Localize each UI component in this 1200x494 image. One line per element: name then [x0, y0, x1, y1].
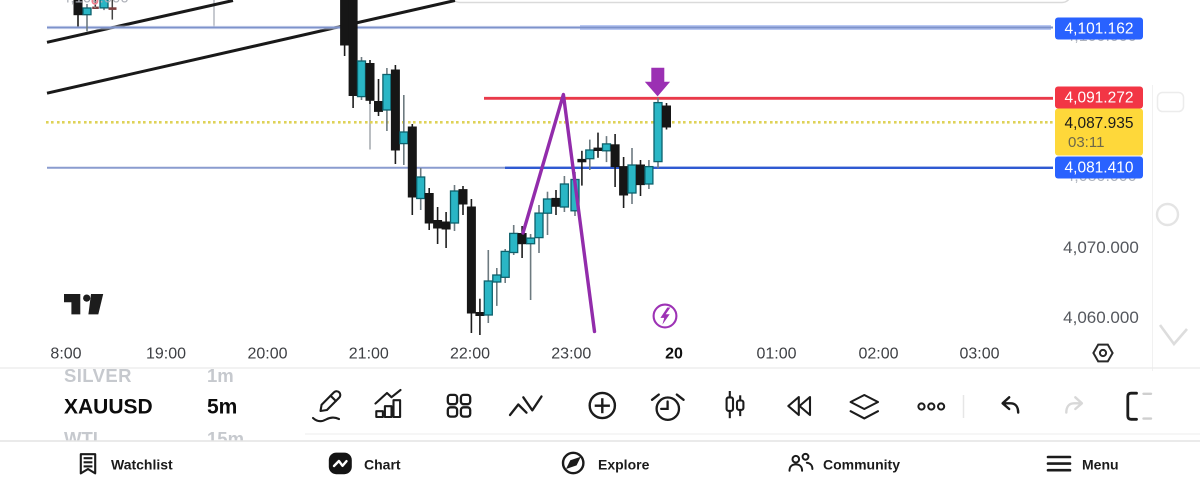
svg-text:4,087.935: 4,087.935 [1065, 115, 1134, 132]
svg-text:20: 20 [665, 346, 683, 363]
svg-text:20:00: 20:00 [247, 346, 287, 363]
svg-text:Chart: Chart [364, 457, 401, 473]
svg-text:XAUUSD: XAUUSD [64, 396, 153, 419]
svg-text:Community: Community [823, 457, 900, 473]
svg-text:Menu: Menu [1082, 457, 1119, 473]
svg-text:4,101.162: 4,101.162 [1065, 21, 1134, 38]
svg-text:SILVER: SILVER [64, 365, 132, 386]
svg-text:23:00: 23:00 [551, 346, 591, 363]
svg-text:22:00: 22:00 [450, 346, 490, 363]
svg-text:03:00: 03:00 [959, 346, 999, 363]
svg-text:4,091.272: 4,091.272 [1065, 90, 1134, 107]
svg-text:4,070.000: 4,070.000 [1063, 238, 1139, 257]
svg-text:1m: 1m [207, 365, 234, 386]
svg-text:Explore: Explore [598, 457, 650, 473]
svg-text:19:00: 19:00 [146, 346, 186, 363]
svg-text:Watchlist: Watchlist [111, 457, 173, 473]
svg-text:01:00: 01:00 [756, 346, 796, 363]
svg-text:21:00: 21:00 [349, 346, 389, 363]
svg-text:8:00: 8:00 [50, 346, 81, 363]
svg-text:03:11: 03:11 [1068, 134, 1104, 151]
svg-text:4,081.410: 4,081.410 [1065, 160, 1134, 177]
svg-text:4,060.000: 4,060.000 [1063, 308, 1139, 327]
svg-text:5m: 5m [207, 396, 237, 419]
svg-text:02:00: 02:00 [858, 346, 898, 363]
